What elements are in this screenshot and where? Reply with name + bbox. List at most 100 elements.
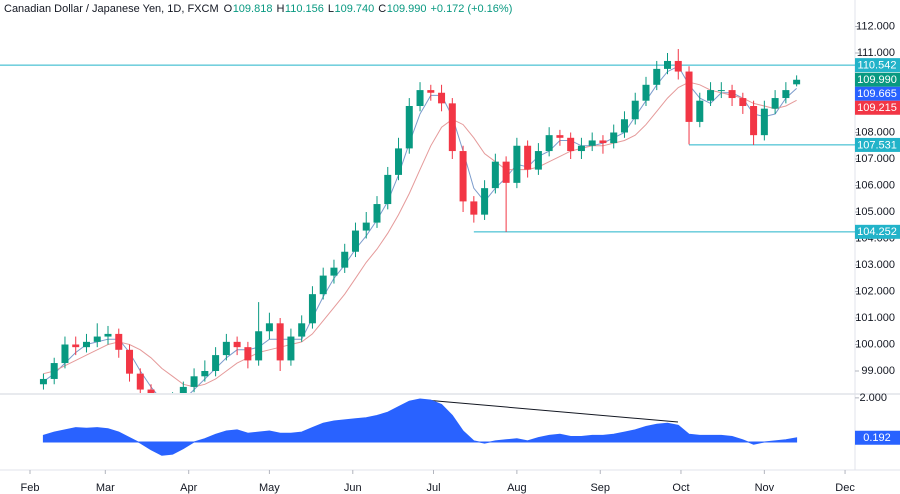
candle-body <box>534 151 542 170</box>
candle-body <box>395 148 403 175</box>
x-tick-label: Oct <box>672 482 689 494</box>
candle-body <box>39 378 47 385</box>
candle-body <box>599 140 607 144</box>
candle-body <box>545 135 553 152</box>
x-tick-label: Jul <box>426 482 440 494</box>
candle-body <box>93 336 101 342</box>
candle-body <box>524 145 532 170</box>
moving-average <box>43 81 797 388</box>
candle-body <box>448 103 456 152</box>
candle-body <box>362 222 370 231</box>
y-tick-label: 106.000 <box>855 179 895 191</box>
candle-body <box>728 90 736 99</box>
candle-body <box>567 137 575 152</box>
candle-body <box>491 161 499 189</box>
candle-body <box>72 344 80 348</box>
ohlc-name: C <box>378 3 386 15</box>
ohlc-value: 109.990 <box>387 3 427 15</box>
candle-body <box>82 341 90 348</box>
x-tick-label: Mar <box>96 482 115 494</box>
x-tick-label: Jun <box>344 482 362 494</box>
ohlc-name: L <box>328 3 334 15</box>
candle-body <box>50 363 58 379</box>
candle-body <box>470 201 478 215</box>
header-title: Canadian Dollar / Japanese Yen, 1D, FXCM <box>4 3 219 15</box>
candle-body <box>610 132 618 144</box>
y-tick-label: 101.000 <box>855 312 895 324</box>
candle-body <box>341 251 349 268</box>
level-label-box <box>855 58 900 73</box>
candle-body <box>739 98 747 107</box>
ohlc-name: O <box>224 3 233 15</box>
candle-body <box>674 60 682 72</box>
candle-body <box>664 60 672 69</box>
indicator-last-label-box <box>855 430 900 445</box>
candle-body <box>384 174 392 205</box>
candle-body <box>61 344 69 364</box>
y-tick-label: 111.000 <box>857 47 895 59</box>
candle-body <box>298 323 306 337</box>
candle-body <box>653 68 661 85</box>
price-marker: 109.990 <box>857 74 897 86</box>
candle-body <box>707 90 715 101</box>
ohlc-value: 109.740 <box>334 3 374 15</box>
y-tick-label: 100.000 <box>855 338 895 350</box>
y-tick-label: 103.000 <box>855 259 895 271</box>
candle-body <box>255 331 263 361</box>
indicator-area <box>42 398 798 456</box>
candle-body <box>212 355 220 372</box>
divergence-trendline <box>424 399 679 423</box>
ohlc-name: H <box>276 3 284 15</box>
candle-body <box>179 386 187 393</box>
candle-body <box>642 84 650 101</box>
candle-body <box>201 371 209 377</box>
y-tick-label: 99.000 <box>861 365 895 377</box>
candle-body <box>771 98 779 109</box>
price-marker-box <box>855 72 900 87</box>
candle-body <box>330 267 338 276</box>
moving-average <box>43 65 797 393</box>
candle-body <box>136 373 144 390</box>
candle-body <box>750 106 758 136</box>
candle-body <box>147 389 155 393</box>
level-label: 110.542 <box>858 60 897 72</box>
price-marker-box <box>855 86 900 101</box>
candle-body <box>717 90 725 92</box>
candle-body <box>319 275 327 295</box>
indicator-last-label: 0.192 <box>863 432 891 444</box>
price-marker-box <box>855 100 900 115</box>
candle-body <box>481 188 489 215</box>
x-tick-label: May <box>259 482 280 494</box>
y-tick-label: 102.000 <box>855 285 895 297</box>
candle-body <box>556 135 564 138</box>
change-percent: (+0.16%) <box>467 3 512 15</box>
candle-body <box>115 333 123 350</box>
axes: 99.000100.000101.000102.000103.000104.00… <box>21 20 900 494</box>
y-tick-label: 112.000 <box>856 20 895 32</box>
header: Canadian Dollar / Japanese Yen, 1D, FXCM… <box>4 3 512 15</box>
candle-body <box>620 119 628 133</box>
candle-body <box>427 90 435 93</box>
candle-body <box>222 341 230 356</box>
ohlc-value: 110.156 <box>285 3 324 15</box>
candle-body <box>793 79 801 85</box>
candle-body <box>438 92 446 104</box>
candle-body <box>685 71 693 122</box>
level-label-box <box>855 137 900 152</box>
x-tick-label: Apr <box>180 482 197 494</box>
y-tick-label: 107.000 <box>855 153 895 165</box>
candle-body <box>416 90 424 107</box>
candle-body <box>502 161 510 183</box>
x-tick-label: Sep <box>590 482 610 494</box>
x-tick-label: Nov <box>755 482 775 494</box>
candle-body <box>405 106 413 149</box>
indicator-pane <box>42 398 798 456</box>
candle-body <box>631 100 639 120</box>
candle-body <box>513 145 521 183</box>
change-value: +0.172 <box>430 3 464 15</box>
x-tick-label: Aug <box>507 482 527 494</box>
x-tick-label: Feb <box>21 482 40 494</box>
price-pane <box>0 49 855 393</box>
